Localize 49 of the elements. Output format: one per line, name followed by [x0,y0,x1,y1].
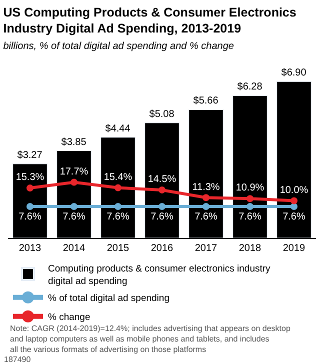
data-label: $4.44 [105,123,131,134]
point [26,203,34,210]
data-label: 7.6% [106,211,130,222]
x-tick-label: 2013 [18,243,42,254]
x-tick-label: 2017 [194,243,218,254]
data-label: 7.6% [150,211,174,222]
data-label: 11.3% [192,182,220,193]
x-tick-label: 2014 [62,243,86,254]
data-label: $3.27 [17,150,43,161]
data-label: $3.85 [61,136,87,148]
point [114,203,122,210]
point [158,203,166,210]
chart-title: US Computing Products & Consumer Electronics Industry Digital Ad Spending, 2013-2019 [3,5,296,36]
data-label: $6.28 [237,82,263,93]
data-label: $6.90 [281,68,307,79]
point [70,178,78,186]
data-label: 7.6% [282,211,306,222]
x-tick-label: 2015 [106,243,130,254]
text: 187490 [4,355,32,363]
point [26,184,34,192]
data-label: 14.5% [148,174,176,186]
data-label: $5.08 [149,108,175,120]
point [70,203,78,210]
data-label: 7.6% [18,211,42,222]
legend-label: % change [48,312,90,324]
point [246,195,254,202]
point [290,197,298,204]
point [202,203,210,210]
data-label: 15.4% [104,172,132,183]
legend-label: % of total digital ad spending [48,293,170,304]
legend-label: Computing products & consumer electronics industry digital ad spending [48,264,271,287]
text: Note: CAGR (2014-2019)=12.4%; includes advertising that appears on desktop and laptop computers as well as mobile phones and tablets, and includes all the various formats of advertising on those platforms [10,324,291,354]
point [114,184,122,192]
x-tick-label: 2016 [150,243,174,254]
data-label: 7.6% [238,211,262,222]
data-label: $5.66 [193,96,219,107]
data-label: 15.3% [16,172,44,184]
data-label: 17.7% [60,166,88,178]
x-tick-label: 2018 [238,243,262,254]
data-label: 7.6% [62,211,86,222]
data-label: 10.9% [236,182,264,194]
point [202,194,210,202]
x-tick-label: 2019 [282,243,306,254]
point [158,186,166,194]
data-label: 7.6% [194,211,218,222]
data-label: 10.0% [280,184,308,196]
chart-subtitle: billions, % of total digital ad spending and % change [3,40,234,52]
point [246,203,254,210]
point [290,203,298,210]
